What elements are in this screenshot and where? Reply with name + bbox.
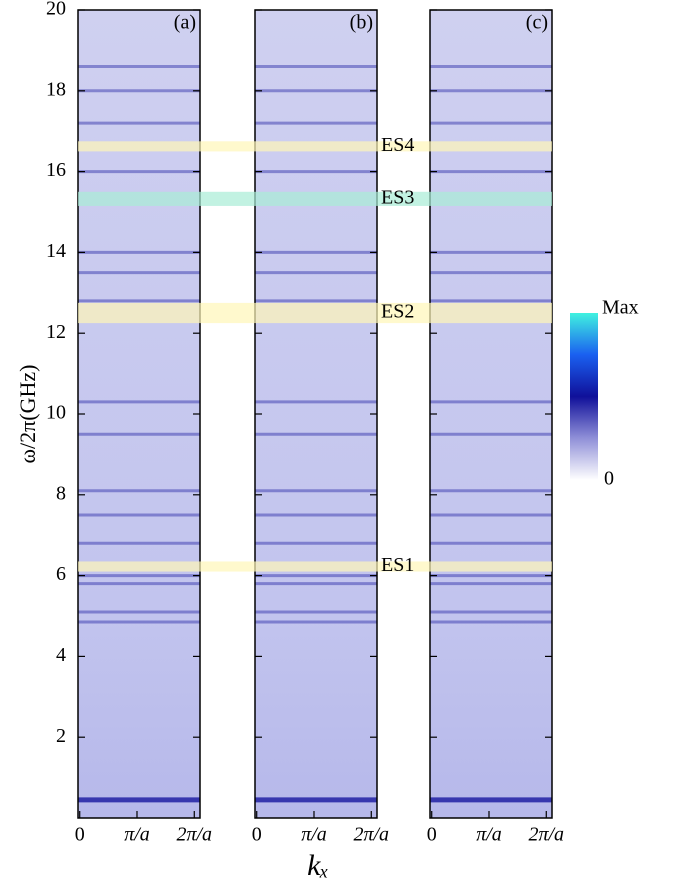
- y-tick-label: 4: [56, 644, 66, 666]
- colorbar-max-label: Max: [602, 297, 639, 319]
- x-tick-label: 0: [252, 824, 262, 846]
- y-tick-label: 16: [46, 159, 66, 181]
- colorbar: [570, 313, 598, 480]
- x-tick-label: 0: [75, 824, 85, 846]
- y-tick-label: 12: [46, 321, 66, 343]
- y-tick-label: 8: [56, 482, 66, 504]
- x-tick-label: 0: [427, 824, 437, 846]
- highlight-band: [78, 302, 552, 324]
- x-axis-label: kₓ: [307, 849, 329, 882]
- highlight-label: ES2: [381, 301, 414, 323]
- y-tick-label: 20: [46, 0, 66, 20]
- highlight-label: ES3: [381, 186, 414, 208]
- panel-label: (b): [350, 12, 373, 34]
- x-tick-label: 2π/a: [528, 824, 564, 846]
- colorbar-min-label: 0: [604, 468, 614, 490]
- y-tick-label: 14: [46, 240, 66, 262]
- x-tick-label: 2π/a: [176, 824, 212, 846]
- highlight-band: [78, 561, 552, 572]
- y-tick-label: 2: [56, 725, 66, 747]
- x-tick-label: π/a: [301, 824, 327, 846]
- highlight-band: [78, 141, 552, 152]
- x-tick-label: 2π/a: [353, 824, 389, 846]
- highlight-label: ES1: [381, 554, 414, 576]
- highlight-band: [78, 191, 552, 206]
- highlight-label: ES4: [381, 134, 414, 156]
- y-tick-label: 6: [56, 563, 66, 585]
- y-tick-label: 10: [46, 402, 66, 424]
- panel-background: [78, 10, 200, 818]
- panel-background: [255, 10, 377, 818]
- panel-label: (a): [174, 12, 196, 34]
- y-axis-label: ω/2π(GHz): [15, 365, 40, 464]
- panel-background: [430, 10, 552, 818]
- x-tick-label: π/a: [124, 824, 150, 846]
- panel-label: (c): [526, 12, 548, 34]
- y-tick-label: 18: [46, 78, 66, 100]
- x-tick-label: π/a: [476, 824, 502, 846]
